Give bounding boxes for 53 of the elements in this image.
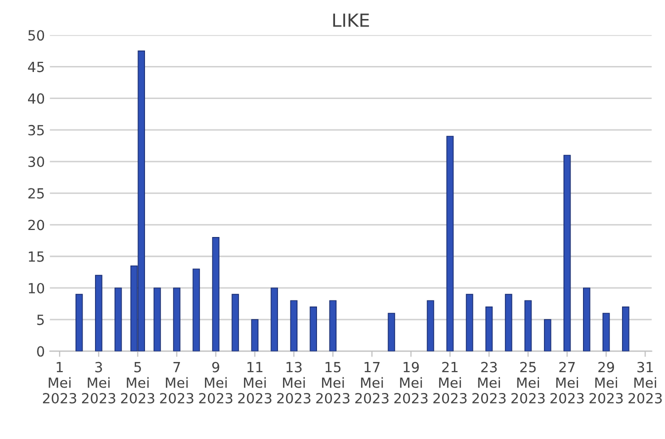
x-tick-label: 21 Mei 2023: [433, 362, 467, 404]
bar: [622, 306, 630, 352]
y-tick-label: 50: [28, 30, 44, 41]
bar: [388, 312, 396, 352]
x-tick-label: 5 Mei 2023: [121, 362, 154, 404]
bar: [95, 274, 102, 352]
x-tick-label: 15 Mei 2023: [316, 362, 350, 404]
y-tick-label: 10: [28, 282, 44, 294]
bar: [232, 294, 239, 352]
y-tick-label: 30: [28, 156, 44, 168]
bar: [524, 300, 532, 352]
x-tick-label: 13 Mei 2023: [277, 362, 310, 404]
y-tick-label: 45: [28, 62, 44, 72]
bar: [563, 154, 571, 352]
x-tick-label: 29 Mei 2023: [590, 362, 623, 404]
x-tick-label: 25 Mei 2023: [511, 362, 545, 404]
y-tick-label: 40: [28, 93, 44, 104]
bar: [446, 136, 454, 352]
bar: [212, 236, 220, 352]
y-tick-label: 0: [37, 346, 44, 357]
bar: [426, 300, 434, 352]
bar: [310, 306, 318, 352]
x-tick-label: 11 Mei 2023: [238, 362, 272, 404]
y-tick-label: 25: [28, 188, 44, 199]
x-tick-label: 17 Mei 2023: [355, 362, 388, 404]
y-tick-label: 20: [28, 220, 44, 230]
x-tick-label: 7 Mei 2023: [160, 362, 194, 404]
bar: [192, 268, 200, 352]
bar: [602, 312, 610, 352]
bar: [582, 288, 590, 352]
x-tick-label: 23 Mei 2023: [472, 362, 506, 404]
bar: [154, 288, 161, 352]
y-tick-label: 35: [28, 124, 44, 136]
bar: [504, 294, 512, 352]
bar: [329, 300, 337, 352]
bar: [485, 306, 493, 352]
bar: [114, 288, 122, 352]
bar: [290, 300, 298, 352]
x-tick-label: 3 Mei 2023: [82, 362, 116, 404]
x-tick-label: 27 Mei 2023: [550, 362, 584, 404]
x-tick-label: 9 Mei 2023: [199, 362, 232, 404]
y-tick-label: 5: [37, 314, 44, 326]
bar: [270, 288, 278, 352]
y-tick-label: 15: [28, 252, 44, 262]
x-tick-label: 31 Mei 2023: [628, 362, 662, 404]
bar: [76, 294, 83, 352]
chart-title: LIKE: [333, 14, 369, 27]
x-tick-label: 19 Mei 2023: [394, 362, 428, 404]
bar: [251, 319, 258, 352]
bar: [173, 288, 180, 352]
bar: [466, 294, 474, 352]
x-tick-label: 1 Mei 2023: [42, 362, 76, 404]
bar: [544, 319, 552, 352]
